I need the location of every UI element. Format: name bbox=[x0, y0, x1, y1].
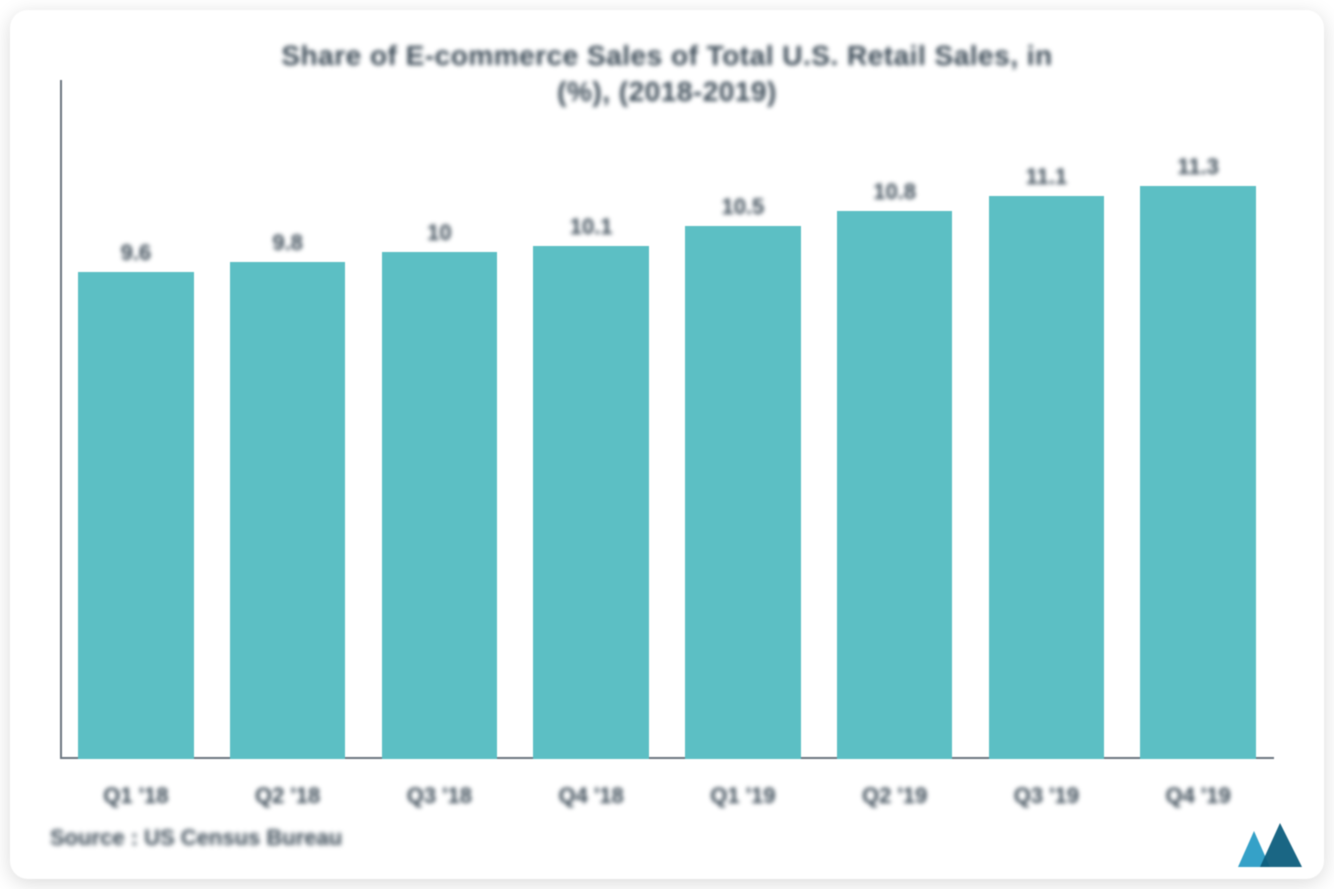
bar-value-label: 11.3 bbox=[1122, 154, 1274, 180]
bar-value-label: 10.5 bbox=[667, 194, 819, 220]
bar-value-label: 10.1 bbox=[515, 214, 667, 240]
bars-container: 9.69.81010.110.510.811.111.3 bbox=[60, 150, 1274, 759]
x-axis-label: Q3 '18 bbox=[364, 783, 516, 809]
bar-group: 10.1 bbox=[515, 150, 667, 759]
bar-group: 10 bbox=[364, 150, 516, 759]
bar bbox=[533, 246, 648, 759]
bar-group: 11.3 bbox=[1122, 150, 1274, 759]
chart-title-line1: Share of E-commerce Sales of Total U.S. … bbox=[10, 38, 1324, 74]
bar-group: 10.8 bbox=[819, 150, 971, 759]
x-axis-label: Q1 '18 bbox=[60, 783, 212, 809]
plot-area: 9.69.81010.110.510.811.111.3 bbox=[60, 150, 1274, 759]
x-axis-labels: Q1 '18Q2 '18Q3 '18Q4 '18Q1 '19Q2 '19Q3 '… bbox=[60, 783, 1274, 809]
x-axis-label: Q4 '19 bbox=[1122, 783, 1274, 809]
chart-card: Share of E-commerce Sales of Total U.S. … bbox=[10, 10, 1324, 879]
x-axis-label: Q1 '19 bbox=[667, 783, 819, 809]
bar-value-label: 10.8 bbox=[819, 179, 971, 205]
chart-title-line2: (%), (2018-2019) bbox=[10, 74, 1324, 110]
bar-value-label: 9.6 bbox=[60, 240, 212, 266]
bar bbox=[382, 252, 497, 760]
x-axis-label: Q4 '18 bbox=[515, 783, 667, 809]
bar-group: 11.1 bbox=[971, 150, 1123, 759]
x-axis-label: Q3 '19 bbox=[971, 783, 1123, 809]
bar bbox=[837, 211, 952, 759]
x-axis-label: Q2 '18 bbox=[212, 783, 364, 809]
bar-group: 9.8 bbox=[212, 150, 364, 759]
brand-logo-icon bbox=[1236, 821, 1306, 869]
chart-title: Share of E-commerce Sales of Total U.S. … bbox=[10, 38, 1324, 111]
bar bbox=[685, 226, 800, 759]
bar-group: 9.6 bbox=[60, 150, 212, 759]
bar bbox=[78, 272, 193, 759]
bar bbox=[230, 262, 345, 759]
x-axis-label: Q2 '19 bbox=[819, 783, 971, 809]
bar-value-label: 9.8 bbox=[212, 230, 364, 256]
bar bbox=[989, 196, 1104, 759]
source-text: Source : US Census Bureau bbox=[50, 825, 342, 851]
bar-group: 10.5 bbox=[667, 150, 819, 759]
bar-value-label: 10 bbox=[364, 220, 516, 246]
bar-value-label: 11.1 bbox=[971, 164, 1123, 190]
bar bbox=[1140, 186, 1255, 759]
